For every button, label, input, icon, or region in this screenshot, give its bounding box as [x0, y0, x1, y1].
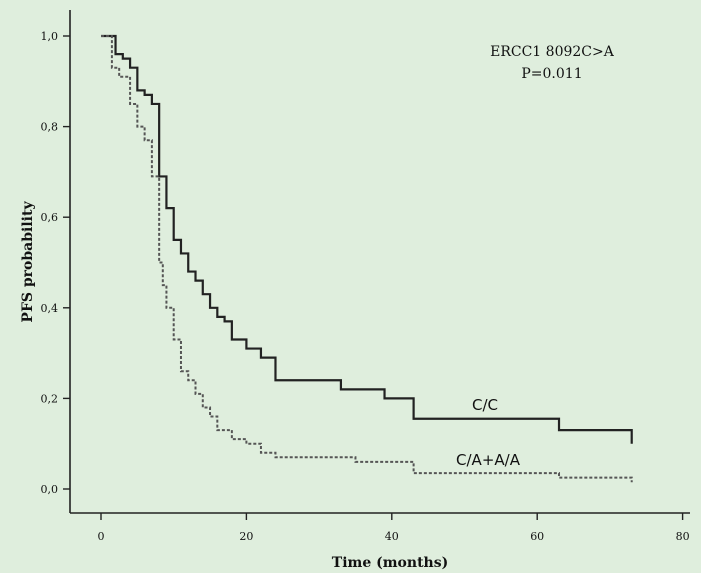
x-tick-label: 60	[530, 530, 544, 543]
y-axis-ticks: 0,0 0,2 0,4 0,6 0,8 1,0	[41, 30, 70, 496]
p-value-annotation: P=0.011	[521, 66, 582, 82]
x-tick-label: 0	[98, 530, 105, 543]
series-label-cc: C/C	[472, 396, 498, 414]
km-curve-cc	[101, 34, 633, 444]
marker-annotation: ERCC1 8092C>A	[490, 44, 615, 60]
y-axis-title: PFS probability	[20, 201, 36, 323]
series-label-ca-aa: C/A+A/A	[456, 451, 521, 469]
km-curve-ca-aa	[101, 35, 633, 483]
x-tick-label: 20	[239, 530, 253, 543]
y-tick-label: 0,6	[41, 211, 59, 224]
series-layer	[101, 34, 633, 483]
x-axis-ticks: 0 20 40 60 80	[98, 513, 690, 543]
x-tick-label: 40	[385, 530, 399, 543]
x-tick-label: 80	[676, 530, 690, 543]
y-tick-label: 0,2	[41, 392, 59, 405]
y-tick-label: 1,0	[41, 30, 59, 43]
y-tick-label: 0,4	[41, 302, 59, 315]
x-axis-title: Time (months)	[332, 555, 448, 571]
y-tick-label: 0,0	[41, 483, 59, 496]
y-tick-label: 0,8	[41, 121, 59, 134]
